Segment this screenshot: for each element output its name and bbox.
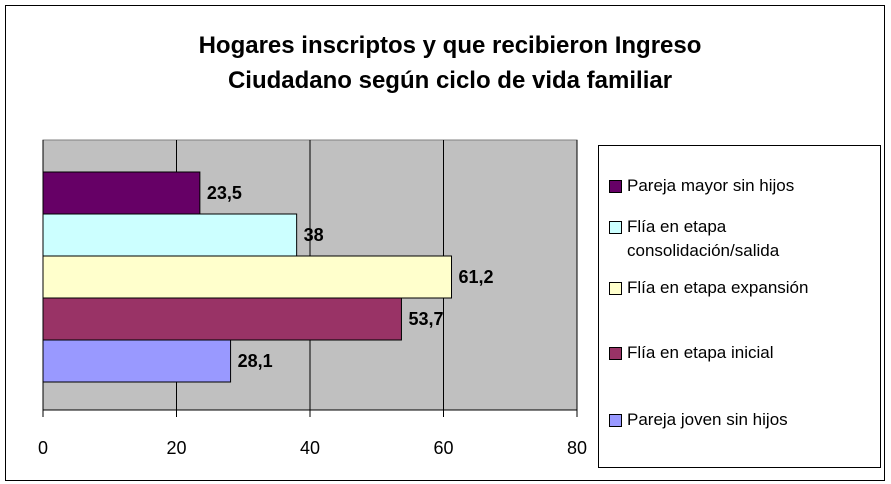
chart-title: Hogares inscriptos y que recibieron Ingr… [198,32,702,94]
legend-label: Flía en etapa expansión [627,278,809,297]
legend-box [598,145,881,468]
x-tick-label: 60 [433,438,453,458]
data-label: 61,2 [459,267,494,287]
legend-swatch [609,221,622,234]
x-tick-label: 0 [38,438,48,458]
legend-swatch [609,180,622,193]
bar [42,297,402,341]
legend-entry: Pareja joven sin hijos [609,408,859,432]
bar [42,171,201,215]
x-tick-label: 20 [166,438,186,458]
data-label: 28,1 [238,351,273,371]
bar [42,255,453,299]
legend-swatch [609,414,622,427]
legend-label: Pareja joven sin hijos [627,410,788,429]
legend-label: Flía en etapa inicial [627,343,774,362]
x-tick-label: 40 [300,438,320,458]
x-tick-label: 80 [567,438,587,458]
legend-entry: Flía en etapa inicial [609,341,859,365]
legend-entry: Flía en etapa expansión [609,276,859,300]
legend-swatch [609,282,622,295]
bar [42,339,232,383]
data-label: 53,7 [408,309,443,329]
data-label: 38 [304,225,324,245]
legend-entry: Pareja mayor sin hijos [609,174,859,198]
legend-swatch [609,347,622,360]
data-label: 23,5 [207,183,242,203]
legend-entry: Flía en etapa consolidación/salida [609,215,859,263]
legend-label: Flía en etapa consolidación/salida [627,217,780,260]
legend-label: Pareja mayor sin hijos [627,176,795,195]
bar [42,213,298,257]
